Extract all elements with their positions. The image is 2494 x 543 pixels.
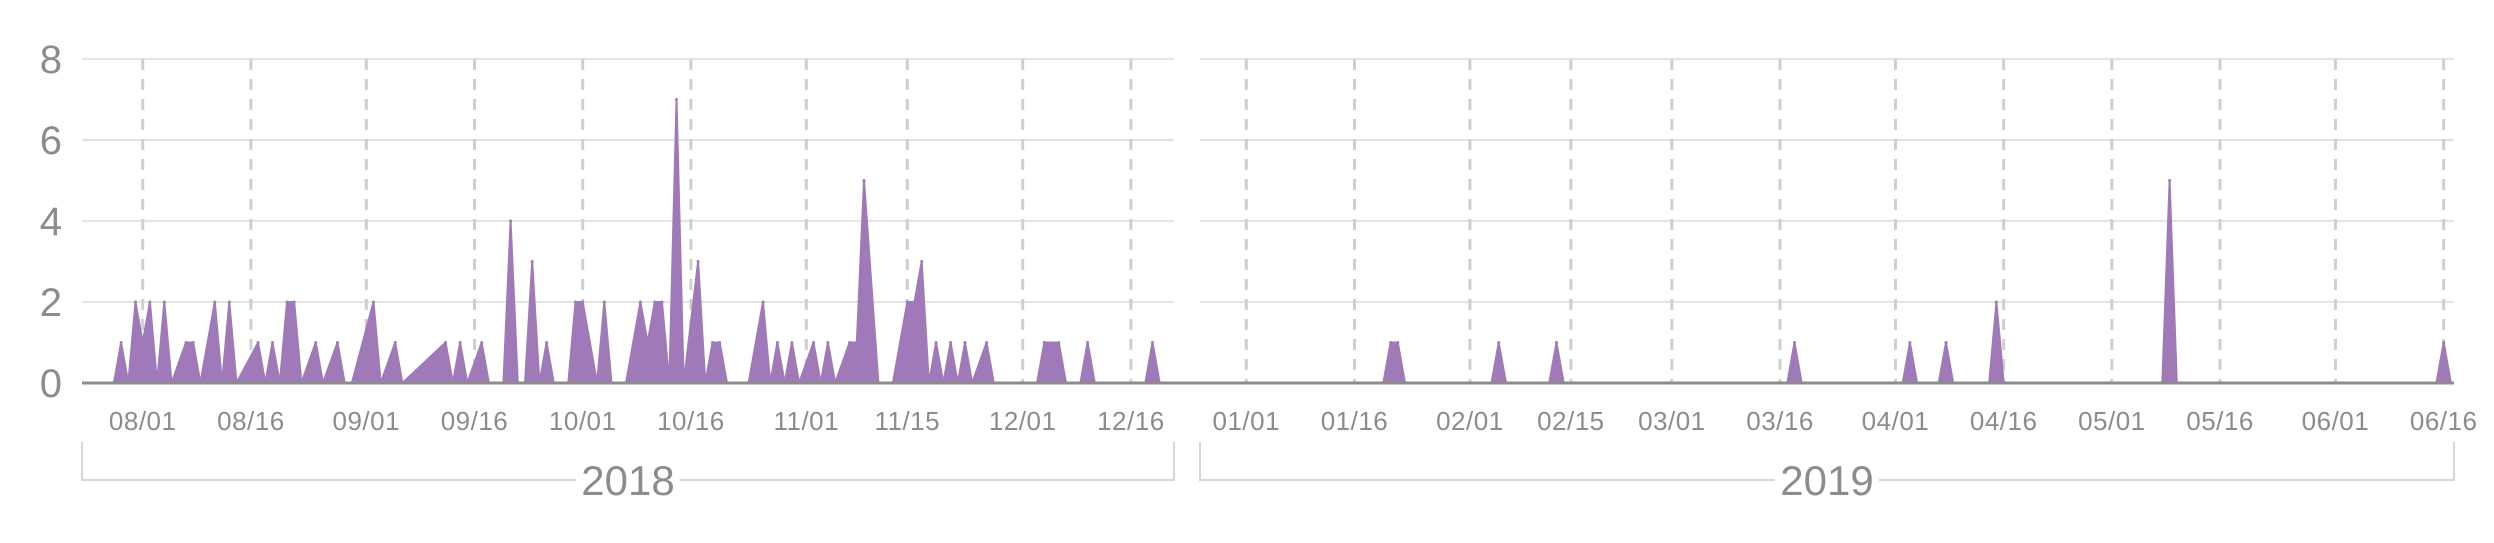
data-point [905,300,909,304]
data-point [1497,341,1501,344]
x-tick-label: 12/01 [989,406,1057,436]
series-area [112,98,2452,384]
data-point [913,300,916,304]
data-point [2168,179,2172,182]
data-point [1086,341,1090,344]
data-point [1994,300,1998,304]
year-bracket-left [1199,442,1775,481]
data-point [227,300,231,304]
x-tick-label: 02/15 [1537,406,1605,436]
data-point [574,300,577,304]
data-point [646,341,650,344]
data-point [1555,341,1558,344]
data-point [213,300,217,304]
data-point [119,341,123,344]
y-tick-label: 2 [40,281,62,325]
data-point [985,341,989,344]
y-tick-label: 6 [40,119,62,163]
x-tick-label: 04/01 [1862,406,1930,436]
year-bracket-right [680,442,1175,481]
data-point [949,341,953,344]
data-point [393,341,397,344]
data-point [134,300,137,304]
data-point [1151,341,1154,344]
data-point [718,341,722,344]
data-point [458,341,462,344]
data-point [660,300,664,304]
data-point [963,341,967,344]
data-point [790,341,794,344]
data-point [2442,341,2446,344]
x-tick-label: 06/01 [2302,406,2370,436]
data-point [480,341,484,344]
data-point [1793,341,1796,344]
x-tick-label: 08/01 [109,406,177,436]
y-tick-label: 8 [40,38,62,82]
data-point [271,341,274,344]
data-point [1389,341,1393,344]
data-point [545,341,549,344]
data-point [1944,341,1948,344]
data-point [530,260,534,263]
x-tick-label: 03/01 [1638,406,1706,436]
data-point [292,300,296,304]
x-tick-label: 03/16 [1746,406,1814,436]
data-point [141,341,145,344]
data-point [256,341,260,344]
data-point [862,179,866,182]
data-point [696,260,700,263]
data-point [148,300,152,304]
data-point [1057,341,1061,344]
data-point [934,341,938,344]
data-point [1908,341,1912,344]
x-tick-label: 10/01 [549,406,617,436]
x-tick-label: 12/16 [1097,406,1165,436]
data-point [285,300,289,304]
data-point [711,341,714,344]
data-point [638,300,642,304]
data-point [812,341,815,344]
data-point [336,341,339,344]
data-point [314,341,318,344]
year-bracket-left [81,442,576,481]
data-point [1042,341,1046,344]
x-tick-label: 11/01 [773,406,839,436]
data-point [761,300,765,304]
data-point [855,341,859,344]
data-point [191,341,195,344]
data-point [602,300,606,304]
data-point [920,260,924,263]
x-tick-label: 02/01 [1436,406,1504,436]
data-point [826,341,830,344]
data-point [675,98,678,101]
x-tick-label: 09/01 [333,406,401,436]
data-point [372,300,375,304]
data-point [509,219,513,223]
data-point [581,300,585,304]
data-point [653,300,657,304]
data-point [444,341,448,344]
data-point [1396,341,1400,344]
x-tick-label: 05/16 [2186,406,2254,436]
year-bracket-right [1879,442,2455,481]
data-point [848,341,852,344]
x-tick-label: 10/16 [657,406,725,436]
x-tick-label: 04/16 [1970,406,2038,436]
data-point [184,341,188,344]
x-tick-label: 05/01 [2078,406,2146,436]
y-tick-label: 0 [40,362,62,406]
x-tick-label: 11/15 [874,406,940,436]
year-label: 2019 [1780,457,1873,504]
x-tick-label: 01/01 [1213,406,1281,436]
year-label: 2018 [581,457,674,504]
x-tick-label: 06/16 [2410,406,2478,436]
x-tick-label: 08/16 [217,406,285,436]
x-tick-label: 09/16 [441,406,509,436]
data-point [775,341,779,344]
data-point [162,300,166,304]
x-tick-label: 01/16 [1321,406,1389,436]
y-tick-label: 4 [40,200,62,244]
